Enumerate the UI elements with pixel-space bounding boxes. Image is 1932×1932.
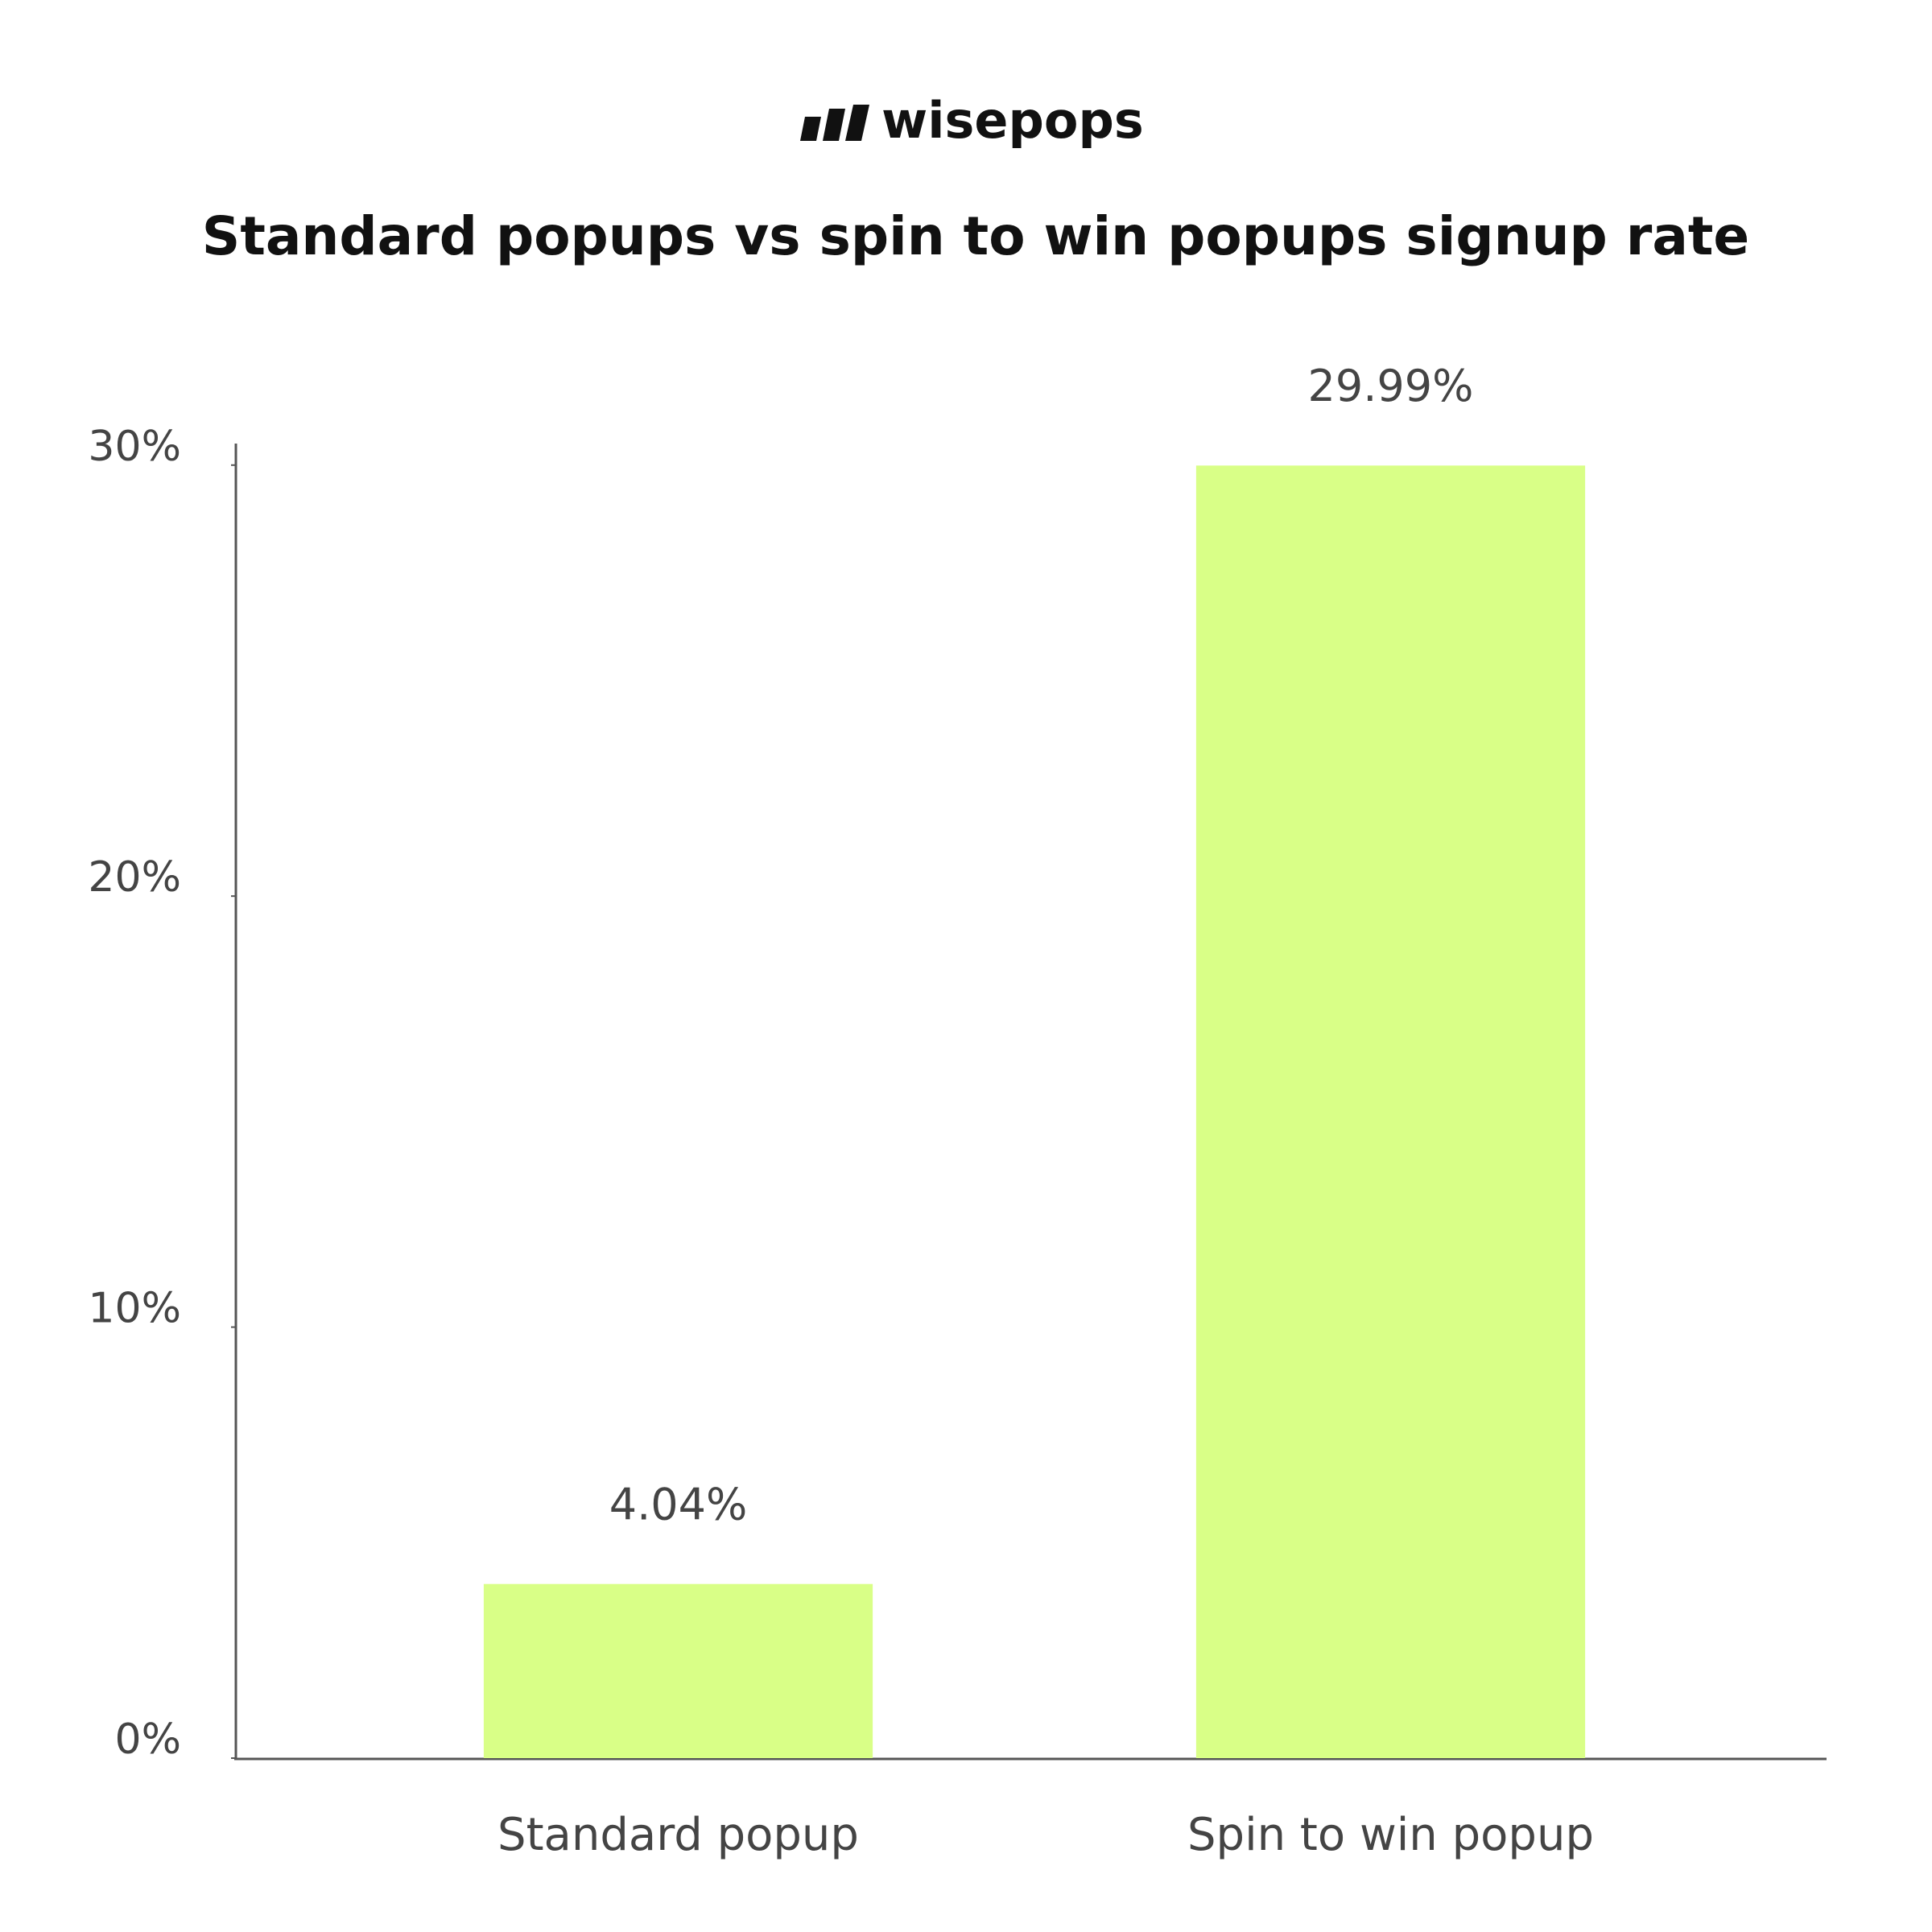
y-tick-label: 0% xyxy=(115,1715,182,1764)
chart-title: Standard popups vs spin to win popups si… xyxy=(202,205,1749,267)
x-tick-label: Standard popup xyxy=(497,1809,859,1861)
y-tick-label: 20% xyxy=(88,853,181,902)
bar xyxy=(483,1583,873,1758)
value-label: 4.04% xyxy=(609,1479,748,1530)
brand-name: wisepops xyxy=(881,91,1144,150)
value-label: 29.99% xyxy=(1308,361,1474,411)
y-tick-label: 30% xyxy=(88,423,181,471)
bar xyxy=(1195,465,1586,1758)
y-tick-label: 10% xyxy=(88,1285,181,1333)
x-tick-label: Spin to win popup xyxy=(1187,1809,1594,1861)
brand-logo-icon xyxy=(800,105,869,141)
